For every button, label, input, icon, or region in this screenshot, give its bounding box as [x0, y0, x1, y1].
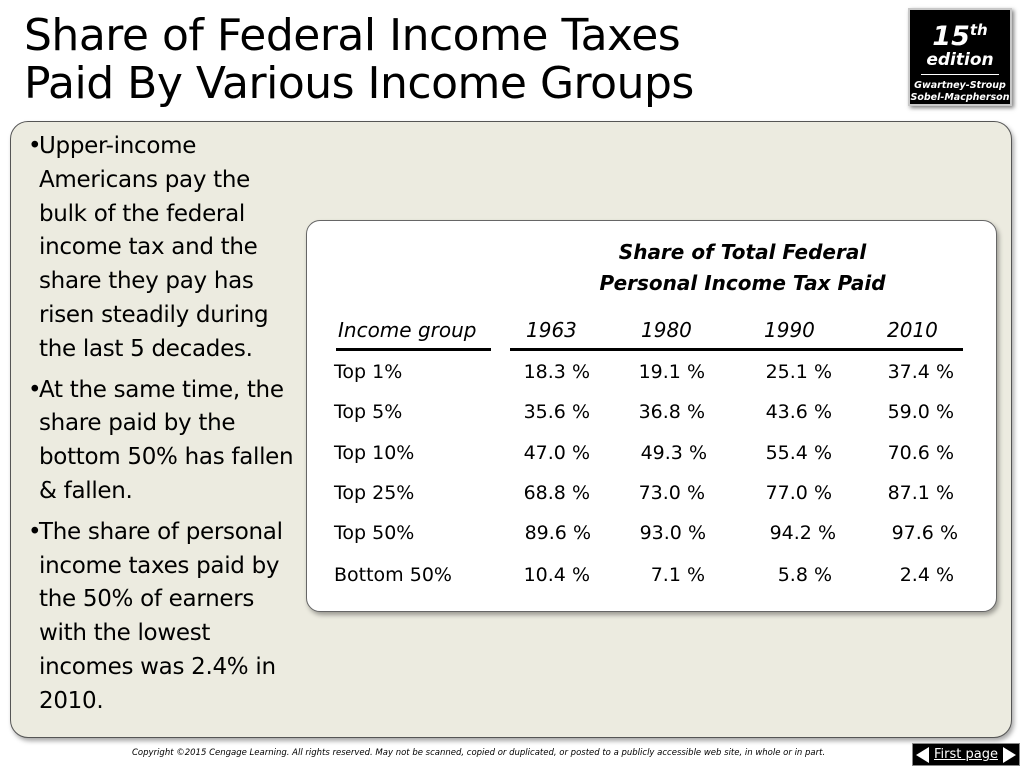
table-cell: 35.6 % — [523, 401, 590, 423]
column-header-income-group: Income group — [338, 318, 477, 342]
edition-authors-line-2: Sobel-Macpherson — [910, 92, 1010, 103]
table-cell: 68.8 % — [523, 482, 590, 504]
copyright-notice: Copyright ©2015 Cengage Learning. All ri… — [132, 748, 826, 758]
edition-number-suffix: th — [969, 21, 988, 39]
slide-title-line-2: Paid By Various Income Groups — [24, 58, 694, 109]
bullet-marker: • — [28, 518, 42, 545]
header-rule-years — [510, 348, 963, 351]
column-header-year: 1990 — [764, 318, 815, 342]
bullet-item: • At the same time, the share paid by the… — [28, 374, 298, 509]
table-cell: 97.6 % — [891, 522, 958, 544]
bullet-marker: • — [28, 376, 42, 403]
table-cell: 10.4 % — [523, 564, 590, 586]
table-cell: 2.4 % — [899, 564, 954, 586]
table-cell: 93.0 % — [639, 522, 706, 544]
table-cell: 19.1 % — [638, 361, 705, 383]
bullet-list: • Upper-income Americans pay the bulk of … — [28, 130, 298, 726]
tax-share-table-card — [306, 220, 997, 612]
table-cell: 5.8 % — [777, 564, 832, 586]
edition-authors-line-1: Gwartney-Stroup — [914, 80, 1006, 91]
table-cell: 25.1 % — [765, 361, 832, 383]
table-cell: 37.4 % — [887, 361, 954, 383]
table-cell: 7.1 % — [650, 564, 705, 586]
column-header-year: 1980 — [641, 318, 692, 342]
table-cell: 43.6 % — [765, 401, 832, 423]
table-cell: 49.3 % — [640, 442, 707, 464]
column-header-year: 2010 — [887, 318, 938, 342]
edition-number: 15th — [910, 16, 1010, 51]
table-cell: 70.6 % — [887, 442, 954, 464]
table-cell: 73.0 % — [638, 482, 705, 504]
edition-word: edition — [926, 50, 994, 70]
header-rule-group — [336, 348, 491, 351]
slide-title: Share of Federal Income Taxes Paid By Va… — [24, 12, 884, 108]
table-cell: 87.1 % — [887, 482, 954, 504]
table-cell: 59.0 % — [887, 401, 954, 423]
table-heading: Share of Total Federal Personal Income T… — [590, 237, 895, 299]
table-row-label: Top 50% — [334, 522, 415, 544]
table-cell: 94.2 % — [769, 522, 836, 544]
table-heading-line-1: Share of Total Federal — [618, 240, 867, 264]
table-row-label: Top 25% — [334, 482, 415, 504]
bullet-marker: • — [28, 133, 42, 159]
first-page-link-label: First page — [934, 747, 998, 762]
arrow-left-icon — [916, 746, 929, 763]
bullet-text: At the same time, the share paid by the … — [39, 376, 294, 504]
table-row-label: Top 5% — [334, 401, 403, 423]
table-row-label: Top 10% — [334, 442, 415, 464]
table-cell: 36.8 % — [638, 401, 705, 423]
edition-divider — [921, 74, 999, 75]
bullet-text: Upper-income Americans pay the bulk of t… — [39, 133, 269, 362]
edition-number-value: 15 — [932, 21, 970, 52]
table-row-label: Top 1% — [334, 361, 403, 383]
table-cell: 89.6 % — [524, 522, 591, 544]
arrow-right-icon — [1003, 746, 1016, 763]
bullet-item: • Upper-income Americans pay the bulk of … — [28, 130, 298, 367]
first-page-button[interactable]: First page — [912, 743, 1020, 766]
slide-title-line-1: Share of Federal Income Taxes — [24, 10, 681, 61]
table-heading-line-2: Personal Income Tax Paid — [599, 271, 886, 295]
table-cell: 77.0 % — [765, 482, 832, 504]
bullet-item: • The share of personal income taxes paid… — [28, 516, 298, 719]
table-cell: 47.0 % — [523, 442, 590, 464]
table-row-label: Bottom 50% — [334, 564, 452, 586]
column-header-year: 1963 — [526, 318, 577, 342]
table-cell: 55.4 % — [765, 442, 832, 464]
edition-badge: 15th edition Gwartney-Stroup Sobel-Macph… — [908, 8, 1012, 106]
bullet-text: The share of personal income taxes paid … — [39, 518, 283, 714]
table-cell: 18.3 % — [523, 361, 590, 383]
